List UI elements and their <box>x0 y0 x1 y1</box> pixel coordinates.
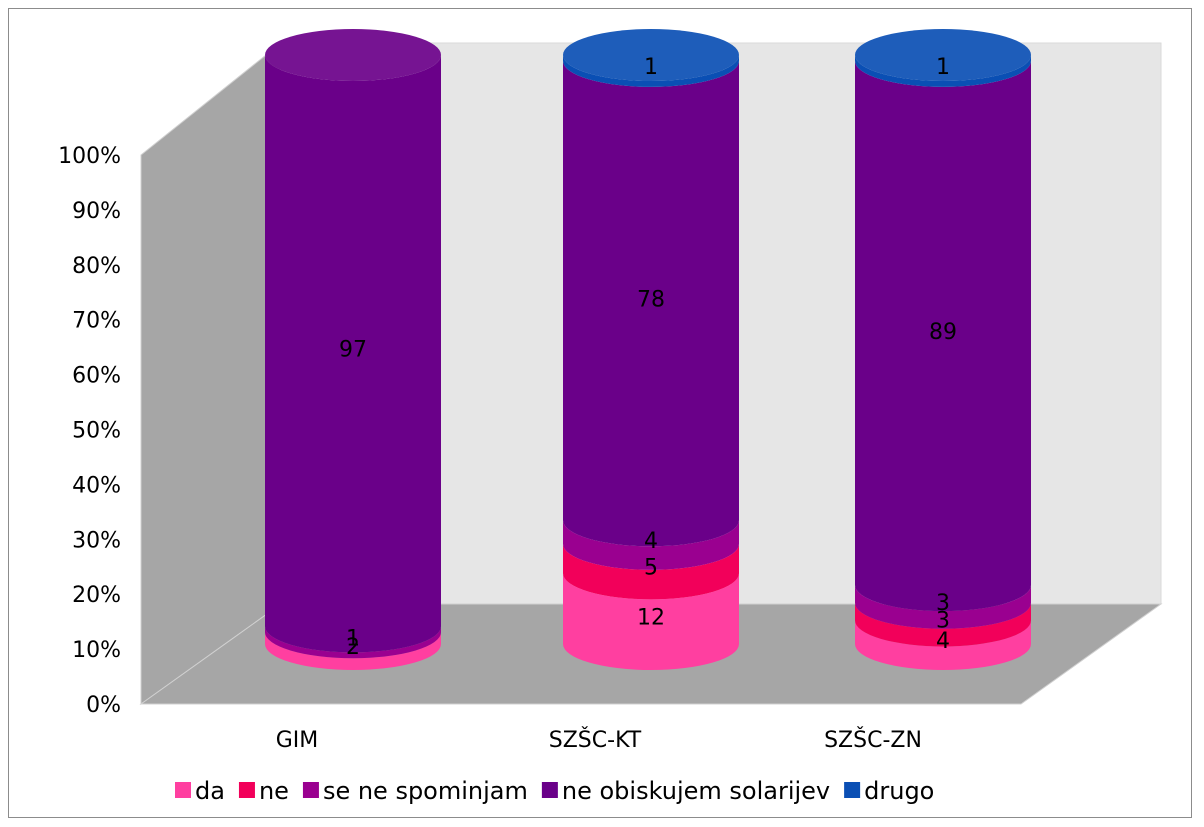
data-label: 2 <box>346 635 360 660</box>
data-label: 78 <box>637 288 665 313</box>
y-tick-label: 0% <box>86 693 121 718</box>
segment-ne-obiskujem-solarijev-SZŠC-KT <box>563 60 740 547</box>
y-tick-label: 40% <box>72 473 121 498</box>
segment-drugo-SZŠC-KT <box>563 55 740 87</box>
segment-ne-SZŠC-KT <box>563 543 740 600</box>
data-label: 5 <box>644 556 658 581</box>
data-label: 3 <box>936 609 950 634</box>
cylinder-GIM <box>265 29 441 670</box>
legend-swatch <box>541 782 558 798</box>
data-label: 89 <box>929 320 957 345</box>
cylinder-top-cap <box>855 29 1031 81</box>
side-wall <box>140 41 282 705</box>
stacked-cylinder-chart: 0%10%20%30%40%50%60%70%80%90%100% 219712… <box>58 29 1163 805</box>
segment-drugo-SZŠC-ZN <box>855 55 1031 87</box>
y-tick-label: 20% <box>72 583 121 608</box>
data-label: 1 <box>936 55 950 80</box>
data-label: 4 <box>644 529 658 554</box>
y-tick-label: 60% <box>72 364 121 389</box>
cylinder-SZŠC-ZN <box>855 29 1031 670</box>
chart-frame: 0% 10% 20% 30% 40% 50% 60% 70% 80% 90% 100% 2 1 97 12… <box>8 8 1192 818</box>
y-tick-label: 10% <box>72 638 121 663</box>
category-axis: GIM SZŠC-KT SZŠC-ZN <box>276 727 922 753</box>
y-tick-label: 70% <box>72 309 121 334</box>
legend-swatch <box>844 782 861 798</box>
legend-swatch <box>175 782 191 798</box>
segment-se-ne-spominjam-GIM <box>265 626 441 659</box>
legend-label: se ne spominjam <box>323 777 528 805</box>
y-tick-label: 30% <box>72 528 121 553</box>
y-tick-label: 50% <box>72 419 121 444</box>
category-label: GIM <box>276 728 319 753</box>
data-label: 97 <box>339 338 367 363</box>
legend-swatch <box>238 782 255 798</box>
legend-swatch <box>302 782 319 798</box>
legend-label: da <box>195 777 225 805</box>
data-label: 1 <box>346 626 360 651</box>
segment-ne-obiskujem-solarijev-GIM <box>265 55 441 653</box>
y-tick-label: 90% <box>72 199 121 224</box>
legend-label: ne obiskujem solarijev <box>562 777 830 805</box>
data-label: 3 <box>936 591 950 616</box>
data-label: 4 <box>936 629 950 654</box>
legend-label: ne <box>259 777 289 805</box>
segment-ne-obiskujem-solarijev-SZŠC-ZN <box>855 60 1031 612</box>
data-label: 12 <box>637 606 665 631</box>
segment-da-SZŠC-KT <box>563 573 740 670</box>
category-label: SZŠC-ZN <box>824 727 922 753</box>
segment-se-ne-spominjam-SZŠC-ZN <box>855 585 1031 629</box>
segment-ne-SZŠC-ZN <box>855 602 1031 647</box>
y-tick-label: 100% <box>58 144 121 169</box>
cylinder-top-cap <box>265 29 441 81</box>
cylinder-top-cap <box>563 29 739 81</box>
category-label: SZŠC-KT <box>549 727 642 753</box>
cylinder-SZŠC-KT <box>563 29 740 670</box>
y-axis-ticks: 0% 10% 20% 30% 40% 50% 60% 70% 80% 90% 100% <box>58 144 121 718</box>
segment-se-ne-spominjam-SZŠC-KT <box>563 520 740 570</box>
segment-da-SZŠC-ZN <box>855 620 1031 670</box>
chart-cylinders <box>265 29 1031 670</box>
legend: da ne se ne spominjam ne obiskujem solarije… <box>175 777 934 805</box>
data-label: 1 <box>644 55 658 80</box>
y-tick-label: 80% <box>72 254 121 279</box>
legend-label: drugo <box>864 777 934 805</box>
segment-da-GIM <box>265 632 441 670</box>
